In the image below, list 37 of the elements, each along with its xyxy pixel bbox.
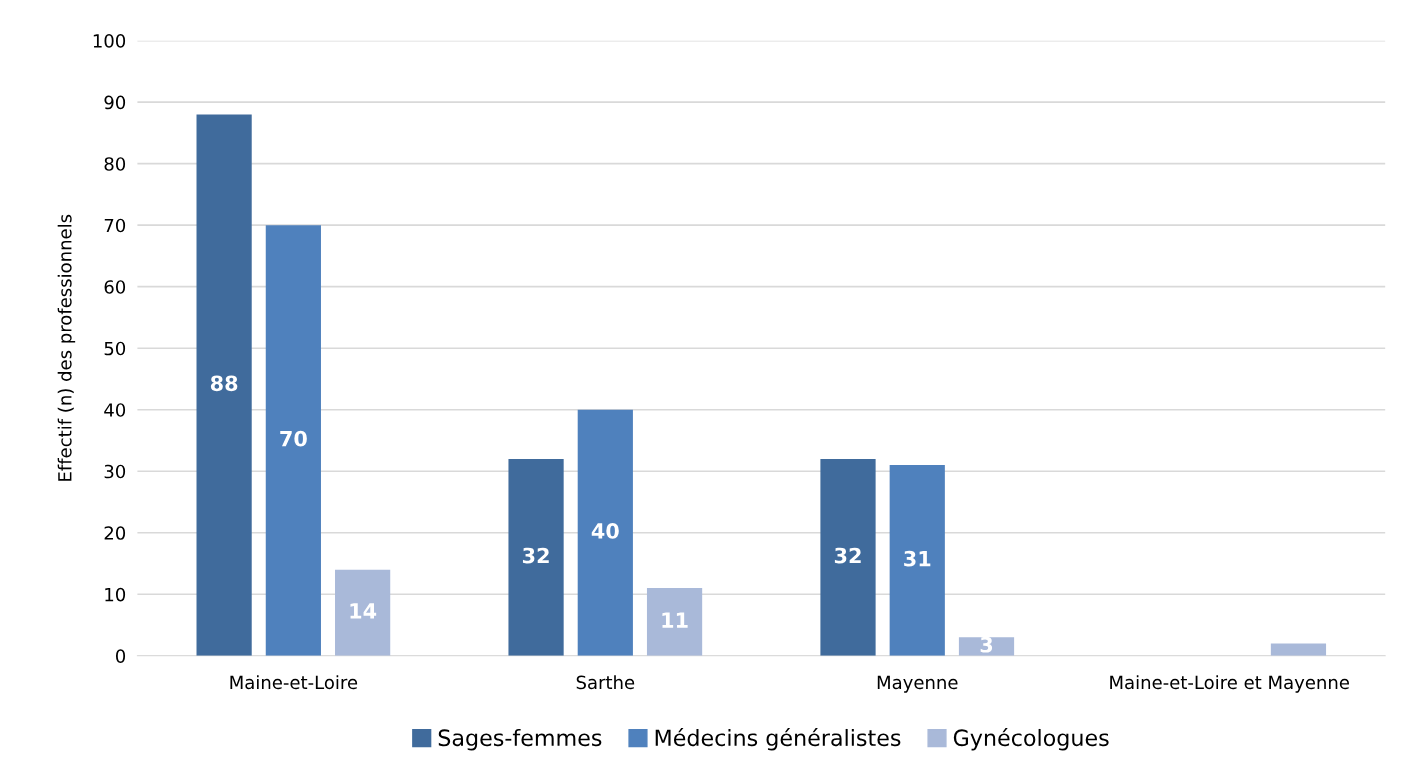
bar xyxy=(335,569,391,656)
x-tick-label: Mayenne xyxy=(877,675,958,693)
y-tick-label: 100 xyxy=(93,34,126,48)
bar xyxy=(1270,643,1327,656)
data-label: 40 xyxy=(591,523,619,539)
y-tick-label: 30 xyxy=(104,464,126,479)
y-axis-title: Effectif (n) des professionnels xyxy=(57,214,76,481)
y-tick-label: 20 xyxy=(104,526,126,540)
data-label: 32 xyxy=(522,547,549,564)
y-tick-label: 90 xyxy=(104,95,126,110)
y-tick-label: 70 xyxy=(104,218,126,233)
legend-label: Gynécologues xyxy=(953,728,1109,751)
data-label: 31 xyxy=(904,550,931,567)
data-label: 11 xyxy=(662,612,688,628)
x-tick-label: Maine-et-Loire et Mayenne xyxy=(1110,675,1349,693)
y-tick-label: 50 xyxy=(104,341,126,356)
bar xyxy=(196,114,252,656)
y-tick-label: 10 xyxy=(105,587,126,602)
bar xyxy=(508,458,564,656)
y-tick-label: 60 xyxy=(104,280,126,294)
x-tick-label: Maine-et-Loire xyxy=(230,675,358,690)
y-tick-label: 80 xyxy=(104,157,126,171)
bar xyxy=(265,225,321,656)
data-label: 70 xyxy=(280,430,307,447)
data-label: 88 xyxy=(210,375,238,392)
y-tick-label: 40 xyxy=(104,403,126,417)
bar xyxy=(646,588,703,656)
bar xyxy=(577,409,633,656)
data-label: 32 xyxy=(834,547,861,564)
y-tick-label: 0 xyxy=(115,649,126,663)
x-tick-label: Sarthe xyxy=(576,675,635,690)
data-label: 3 xyxy=(980,636,993,653)
legend-label: Sages-femmes xyxy=(438,728,602,751)
bar xyxy=(820,458,876,656)
bar xyxy=(889,465,945,656)
data-label: 14 xyxy=(350,603,377,619)
legend-label: Médecins généralistes xyxy=(655,728,901,751)
